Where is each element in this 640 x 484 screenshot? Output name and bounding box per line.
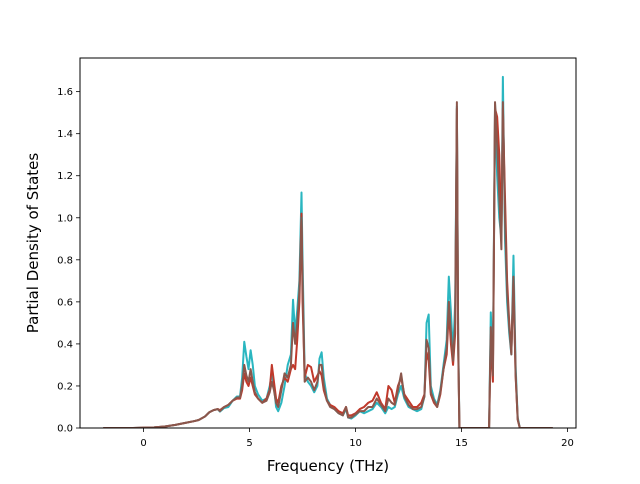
y-tick-label: 1.2 [57, 171, 73, 182]
x-axis-label: Frequency (THz) [267, 457, 389, 475]
y-tick-label: 0.4 [57, 339, 73, 350]
series-layer [103, 75, 553, 428]
x-axis: 0 5 10 15 20 [140, 428, 574, 449]
y-tick-label: 1.0 [57, 213, 73, 224]
y-tick-label: 1.6 [57, 87, 73, 98]
x-tick-label: 15 [455, 438, 468, 449]
x-tick-label: 10 [349, 438, 362, 449]
x-tick-label: 20 [561, 438, 574, 449]
x-tick-label: 5 [246, 438, 252, 449]
x-tick-label: 0 [140, 438, 146, 449]
plot-frame [79, 57, 577, 429]
y-axis: 0.0 0.2 0.4 0.6 0.8 1.0 1.2 1.4 1.6 [57, 87, 80, 435]
series-line-3 [103, 101, 553, 428]
y-tick-label: 1.4 [57, 129, 73, 140]
y-tick-label: 0.2 [57, 381, 73, 392]
y-axis-label: Partial Density of States [24, 153, 42, 334]
y-tick-label: 0.0 [57, 424, 73, 435]
y-tick-label: 0.8 [57, 255, 73, 266]
y-tick-label: 0.6 [57, 297, 73, 308]
